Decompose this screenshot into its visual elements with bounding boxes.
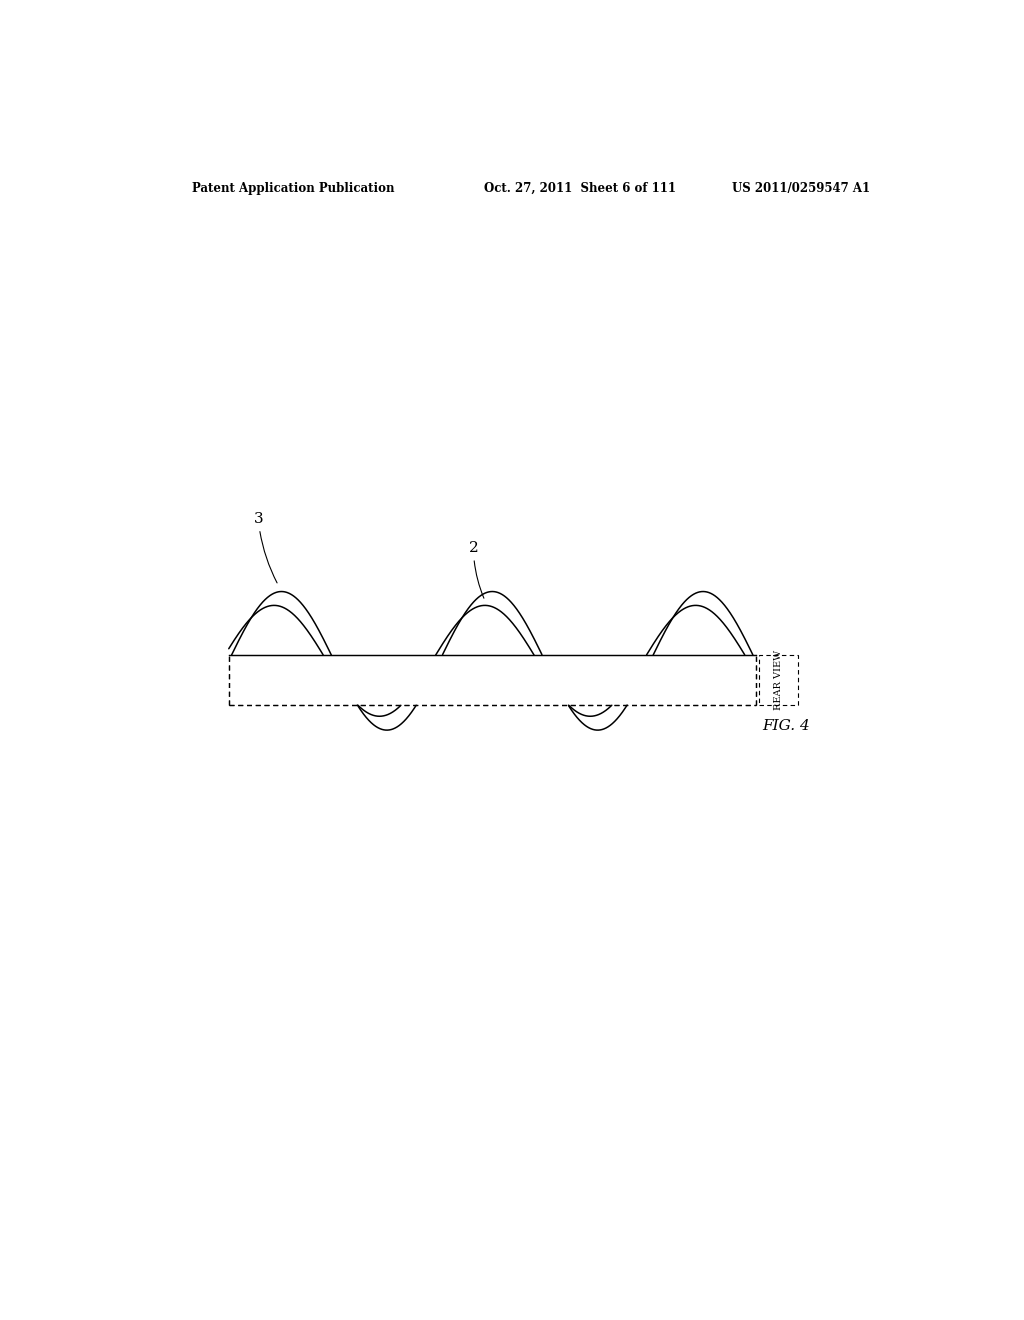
Bar — [229, 656, 756, 705]
Text: 2: 2 — [469, 541, 484, 598]
Text: Oct. 27, 2011  Sheet 6 of 111: Oct. 27, 2011 Sheet 6 of 111 — [484, 182, 677, 194]
Text: US 2011/0259547 A1: US 2011/0259547 A1 — [732, 182, 870, 194]
Text: Patent Application Publication: Patent Application Publication — [191, 182, 394, 194]
Text: REAR VIEW: REAR VIEW — [774, 649, 782, 710]
Text: 3: 3 — [253, 512, 278, 583]
Bar — [759, 655, 798, 705]
Text: FIG. 4: FIG. 4 — [762, 719, 810, 733]
